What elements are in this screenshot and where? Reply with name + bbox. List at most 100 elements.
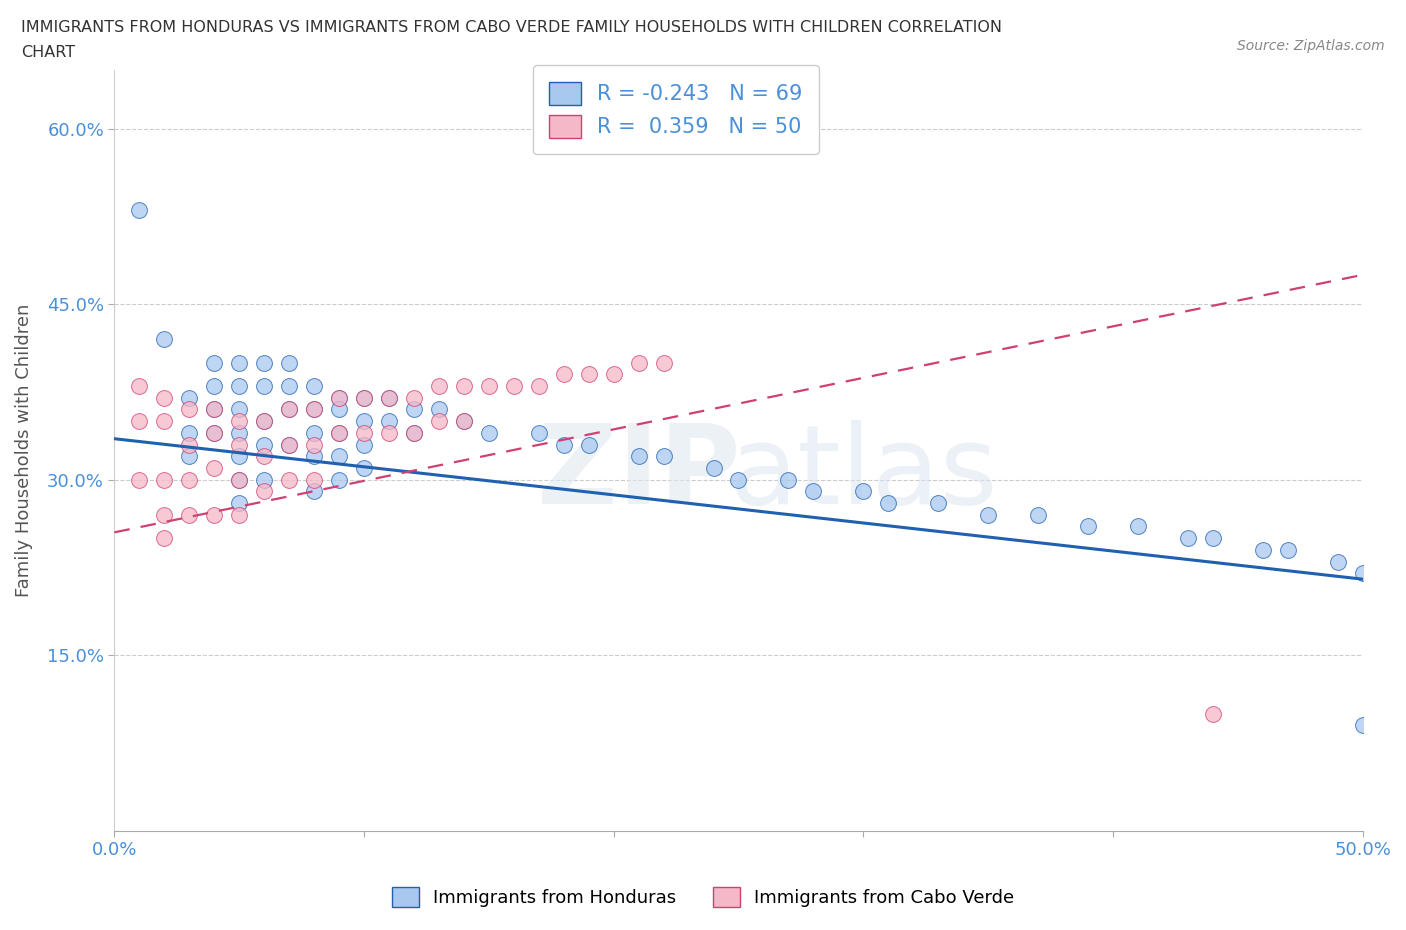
Point	[1026, 508, 1049, 523]
Point	[228, 496, 250, 511]
Point	[627, 449, 650, 464]
Point	[478, 379, 501, 393]
Point	[353, 414, 375, 429]
Point	[353, 437, 375, 452]
Point	[278, 379, 301, 393]
Point	[402, 402, 425, 417]
Point	[153, 414, 176, 429]
Point	[927, 496, 949, 511]
Point	[128, 472, 150, 487]
Point	[253, 472, 276, 487]
Point	[877, 496, 900, 511]
Point	[353, 460, 375, 475]
Point	[278, 402, 301, 417]
Text: atlas: atlas	[730, 419, 998, 526]
Point	[353, 391, 375, 405]
Point	[302, 402, 325, 417]
Point	[278, 402, 301, 417]
Point	[179, 449, 201, 464]
Point	[727, 472, 749, 487]
Point	[302, 437, 325, 452]
Point	[328, 425, 350, 440]
Point	[302, 449, 325, 464]
Point	[1251, 542, 1274, 557]
Point	[228, 449, 250, 464]
Point	[652, 449, 675, 464]
Point	[353, 391, 375, 405]
Point	[179, 391, 201, 405]
Point	[278, 437, 301, 452]
Text: Source: ZipAtlas.com: Source: ZipAtlas.com	[1237, 39, 1385, 53]
Point	[253, 414, 276, 429]
Point	[228, 402, 250, 417]
Point	[578, 367, 600, 382]
Point	[527, 379, 550, 393]
Point	[179, 508, 201, 523]
Point	[353, 425, 375, 440]
Point	[527, 425, 550, 440]
Point	[378, 414, 401, 429]
Point	[202, 402, 225, 417]
Point	[153, 472, 176, 487]
Point	[128, 414, 150, 429]
Point	[253, 379, 276, 393]
Point	[302, 379, 325, 393]
Point	[453, 414, 475, 429]
Point	[302, 425, 325, 440]
Point	[228, 508, 250, 523]
Point	[228, 437, 250, 452]
Point	[228, 425, 250, 440]
Point	[328, 449, 350, 464]
Point	[278, 472, 301, 487]
Point	[453, 379, 475, 393]
Point	[627, 355, 650, 370]
Point	[202, 355, 225, 370]
Point	[378, 391, 401, 405]
Point	[553, 437, 575, 452]
Point	[602, 367, 624, 382]
Point	[202, 425, 225, 440]
Point	[179, 437, 201, 452]
Point	[302, 472, 325, 487]
Point	[652, 355, 675, 370]
Point	[778, 472, 800, 487]
Point	[427, 379, 450, 393]
Point	[402, 391, 425, 405]
Point	[1202, 531, 1225, 546]
Point	[803, 484, 825, 498]
Point	[302, 484, 325, 498]
Point	[253, 449, 276, 464]
Point	[228, 355, 250, 370]
Point	[228, 472, 250, 487]
Point	[1202, 706, 1225, 721]
Point	[179, 402, 201, 417]
Point	[278, 355, 301, 370]
Point	[402, 425, 425, 440]
Point	[202, 460, 225, 475]
Point	[128, 203, 150, 218]
Point	[253, 437, 276, 452]
Point	[1177, 531, 1199, 546]
Point	[702, 460, 724, 475]
Point	[1351, 565, 1374, 580]
Point	[179, 425, 201, 440]
Point	[427, 414, 450, 429]
Point	[278, 437, 301, 452]
Point	[1126, 519, 1149, 534]
Point	[1326, 554, 1348, 569]
Point	[202, 508, 225, 523]
Point	[179, 472, 201, 487]
Point	[1277, 542, 1299, 557]
Y-axis label: Family Households with Children: Family Households with Children	[15, 304, 32, 597]
Point	[328, 425, 350, 440]
Legend: Immigrants from Honduras, Immigrants from Cabo Verde: Immigrants from Honduras, Immigrants fro…	[382, 878, 1024, 916]
Point	[153, 391, 176, 405]
Point	[153, 332, 176, 347]
Point	[153, 508, 176, 523]
Point	[1351, 718, 1374, 733]
Point	[328, 391, 350, 405]
Point	[202, 379, 225, 393]
Point	[378, 391, 401, 405]
Point	[402, 425, 425, 440]
Point	[202, 425, 225, 440]
